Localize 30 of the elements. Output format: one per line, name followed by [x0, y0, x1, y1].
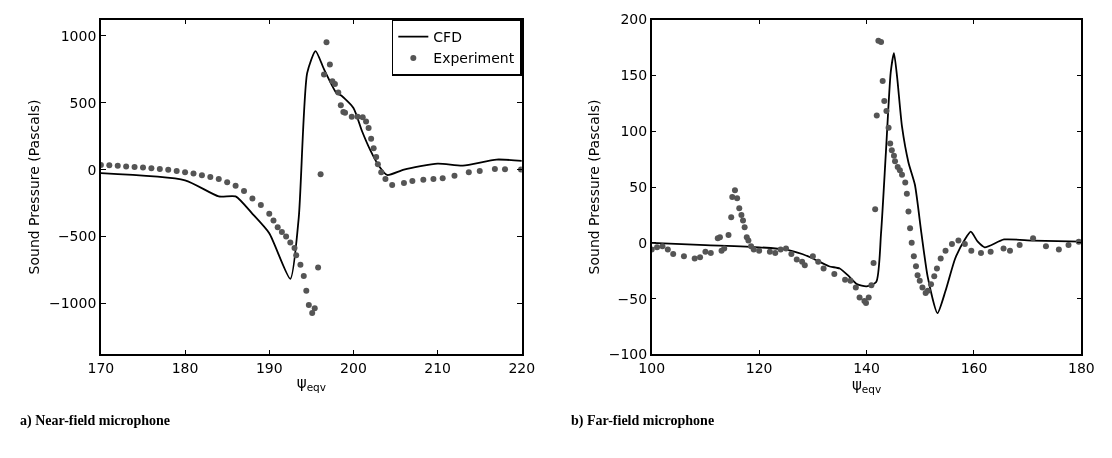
y-tick-label: 200 — [620, 11, 648, 28]
y-tick-label: 0 — [638, 234, 648, 251]
x-tick-label: 190 — [255, 360, 283, 377]
x-axis-title: ψ$_{eqv}$ — [851, 376, 882, 396]
y-tick-label: −100 — [608, 346, 648, 363]
y-axis-title: Sound Pressure (Pascals) — [585, 99, 602, 275]
y-tick-label: 0 — [87, 161, 97, 178]
y-tick-label: −1000 — [48, 295, 97, 312]
y-tick-label: 500 — [69, 94, 97, 111]
legend-label: Experiment — [433, 50, 515, 67]
y-tick-label: 50 — [629, 178, 648, 195]
y-tick-label: −50 — [617, 290, 648, 307]
x-tick-label: 120 — [745, 360, 773, 377]
legend-label: CFD — [433, 29, 462, 46]
y-tick-label: −500 — [57, 228, 97, 245]
y-tick-label: 1000 — [60, 27, 97, 44]
y-tick-label: 150 — [620, 67, 648, 84]
x-tick-label: 140 — [853, 360, 880, 377]
text: b) Far-field microphone — [571, 413, 715, 429]
x-tick-label: 170 — [87, 360, 115, 377]
y-axis-title: Sound Pressure (Pascals) — [26, 99, 43, 275]
text: a) Near-field microphone — [20, 413, 171, 429]
y-tick-label: 100 — [620, 123, 648, 140]
x-tick-label: 160 — [960, 360, 988, 377]
x-tick-label: 180 — [1068, 360, 1095, 377]
x-tick-label: 220 — [508, 360, 536, 377]
x-tick-label: 210 — [424, 360, 451, 377]
x-axis-title: ψ$_{eqv}$ — [296, 373, 326, 393]
x-tick-label: 200 — [340, 360, 367, 377]
x-tick-label: 180 — [171, 360, 199, 377]
